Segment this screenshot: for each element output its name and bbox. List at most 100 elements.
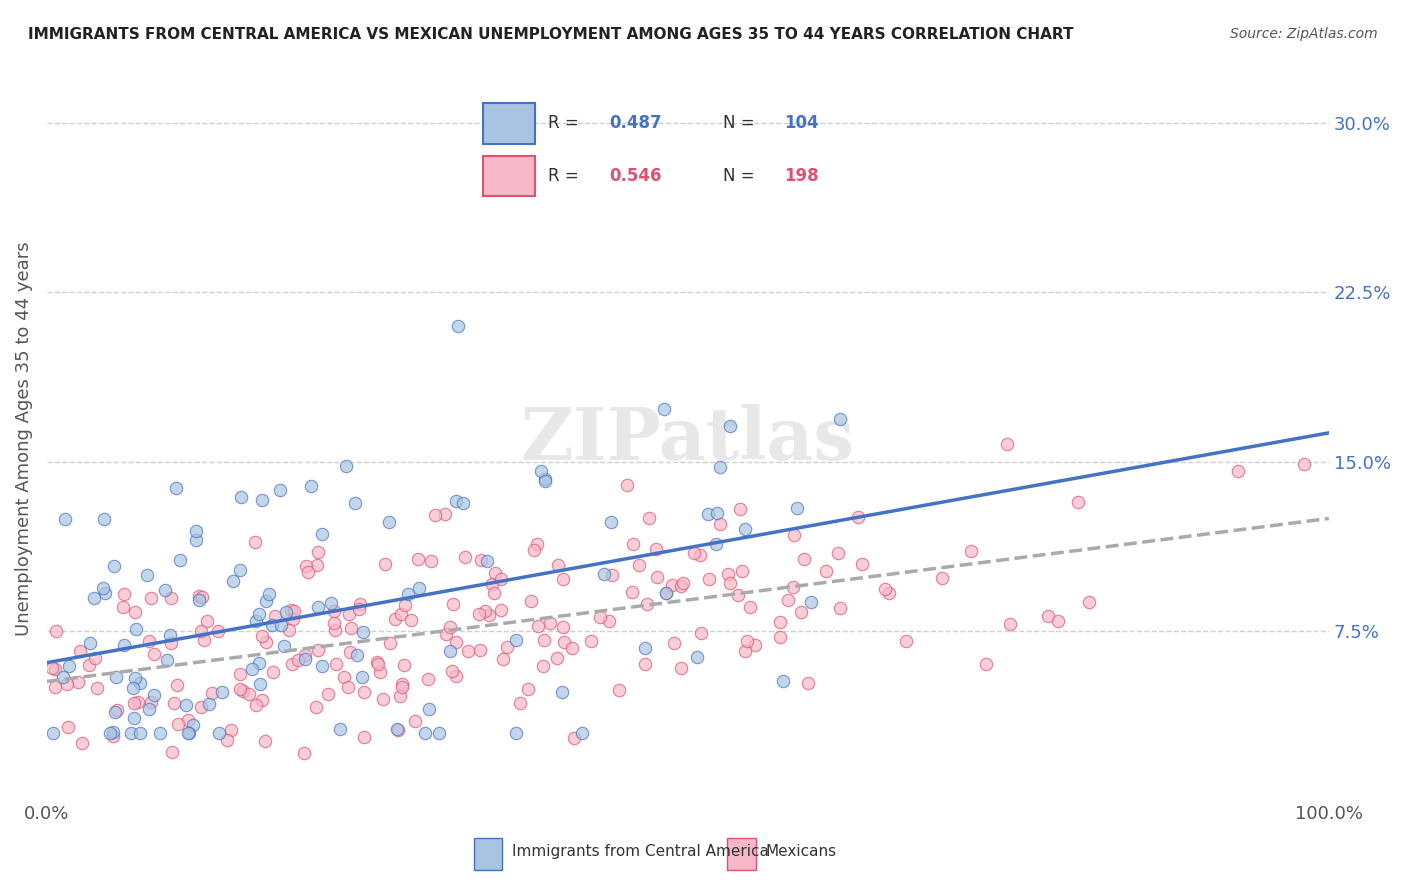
Mexicans xyxy=(336,680,359,694)
Immigrants from Central America xyxy=(413,726,436,740)
Mexicans xyxy=(446,668,468,682)
Immigrants from Central America xyxy=(344,495,367,509)
Mexicans xyxy=(998,616,1021,631)
Mexicans xyxy=(468,607,491,621)
Immigrants from Central America xyxy=(571,726,593,740)
Mexicans xyxy=(139,695,162,709)
Mexicans xyxy=(621,537,644,551)
Mexicans xyxy=(66,674,89,689)
Mexicans xyxy=(644,542,666,557)
Mexicans xyxy=(974,657,997,671)
Mexicans xyxy=(281,657,304,671)
Mexicans xyxy=(682,546,704,560)
Immigrants from Central America xyxy=(387,722,409,736)
Mexicans xyxy=(873,582,896,596)
Mexicans xyxy=(391,677,413,691)
Immigrants from Central America xyxy=(704,537,727,551)
Mexicans xyxy=(406,551,429,566)
Immigrants from Central America xyxy=(53,512,76,526)
Mexicans xyxy=(744,638,766,652)
Immigrants from Central America xyxy=(307,600,329,615)
Mexicans xyxy=(353,730,375,744)
Immigrants from Central America xyxy=(329,722,352,736)
Immigrants from Central America xyxy=(93,581,115,595)
Immigrants from Central America xyxy=(183,718,205,732)
Mexicans xyxy=(105,702,128,716)
Immigrants from Central America xyxy=(655,586,678,600)
Mexicans xyxy=(159,636,181,650)
Immigrants from Central America xyxy=(42,726,65,740)
Immigrants from Central America xyxy=(274,605,297,619)
Mexicans xyxy=(1047,614,1070,628)
Mexicans xyxy=(551,620,574,634)
Mexicans xyxy=(325,657,347,671)
Mexicans xyxy=(827,546,849,560)
Mexicans xyxy=(634,657,657,671)
Mexicans xyxy=(496,640,519,654)
Immigrants from Central America xyxy=(533,474,555,488)
Mexicans xyxy=(70,736,93,750)
Mexicans xyxy=(735,633,758,648)
Immigrants from Central America xyxy=(125,623,148,637)
Immigrants from Central America xyxy=(179,726,201,740)
Immigrants from Central America xyxy=(222,574,245,589)
Mexicans xyxy=(193,632,215,647)
Mexicans xyxy=(607,682,630,697)
Mexicans xyxy=(124,605,146,619)
Immigrants from Central America xyxy=(475,554,498,568)
Mexicans xyxy=(434,627,457,641)
Mexicans xyxy=(434,508,457,522)
Mexicans xyxy=(418,672,440,686)
Immigrants from Central America xyxy=(174,698,197,712)
Mexicans xyxy=(489,603,512,617)
Immigrants from Central America xyxy=(58,659,80,673)
Immigrants from Central America xyxy=(149,726,172,740)
Mexicans xyxy=(457,644,479,658)
Mexicans xyxy=(112,600,135,615)
Immigrants from Central America xyxy=(350,670,373,684)
Immigrants from Central America xyxy=(311,527,333,541)
Mexicans xyxy=(1077,595,1099,609)
Mexicans xyxy=(769,630,792,644)
Mexicans xyxy=(229,666,252,681)
Immigrants from Central America xyxy=(229,490,252,504)
Mexicans xyxy=(419,554,441,568)
FancyBboxPatch shape xyxy=(474,838,502,870)
Mexicans xyxy=(307,558,329,573)
Mexicans xyxy=(689,626,711,640)
Mexicans xyxy=(600,568,623,582)
Mexicans xyxy=(201,686,224,700)
Mexicans xyxy=(253,733,276,747)
Immigrants from Central America xyxy=(709,459,731,474)
Immigrants from Central America xyxy=(786,501,808,516)
Immigrants from Central America xyxy=(129,726,152,740)
Mexicans xyxy=(669,579,692,593)
Immigrants from Central America xyxy=(418,702,440,716)
Mexicans xyxy=(519,594,541,608)
Immigrants from Central America xyxy=(105,670,128,684)
Mexicans xyxy=(627,558,650,572)
Immigrants from Central America xyxy=(259,587,281,601)
Immigrants from Central America xyxy=(273,639,295,653)
Mexicans xyxy=(394,599,416,613)
Mexicans xyxy=(661,578,683,592)
Mexicans xyxy=(368,665,391,680)
Immigrants from Central America xyxy=(188,593,211,607)
Text: Immigrants from Central America: Immigrants from Central America xyxy=(512,845,769,859)
Mexicans xyxy=(792,552,814,566)
Mexicans xyxy=(190,699,212,714)
Mexicans xyxy=(718,576,741,591)
Immigrants from Central America xyxy=(79,636,101,650)
Mexicans xyxy=(439,620,461,634)
Mexicans xyxy=(814,564,837,578)
Immigrants from Central America xyxy=(242,662,264,676)
Mexicans xyxy=(69,644,91,658)
Mexicans xyxy=(347,602,370,616)
Mexicans xyxy=(297,565,319,579)
Mexicans xyxy=(101,729,124,743)
Mexicans xyxy=(245,698,267,712)
Mexicans xyxy=(547,558,569,572)
Text: Source: ZipAtlas.com: Source: ZipAtlas.com xyxy=(1230,27,1378,41)
Mexicans xyxy=(323,623,346,637)
Immigrants from Central America xyxy=(599,516,621,530)
